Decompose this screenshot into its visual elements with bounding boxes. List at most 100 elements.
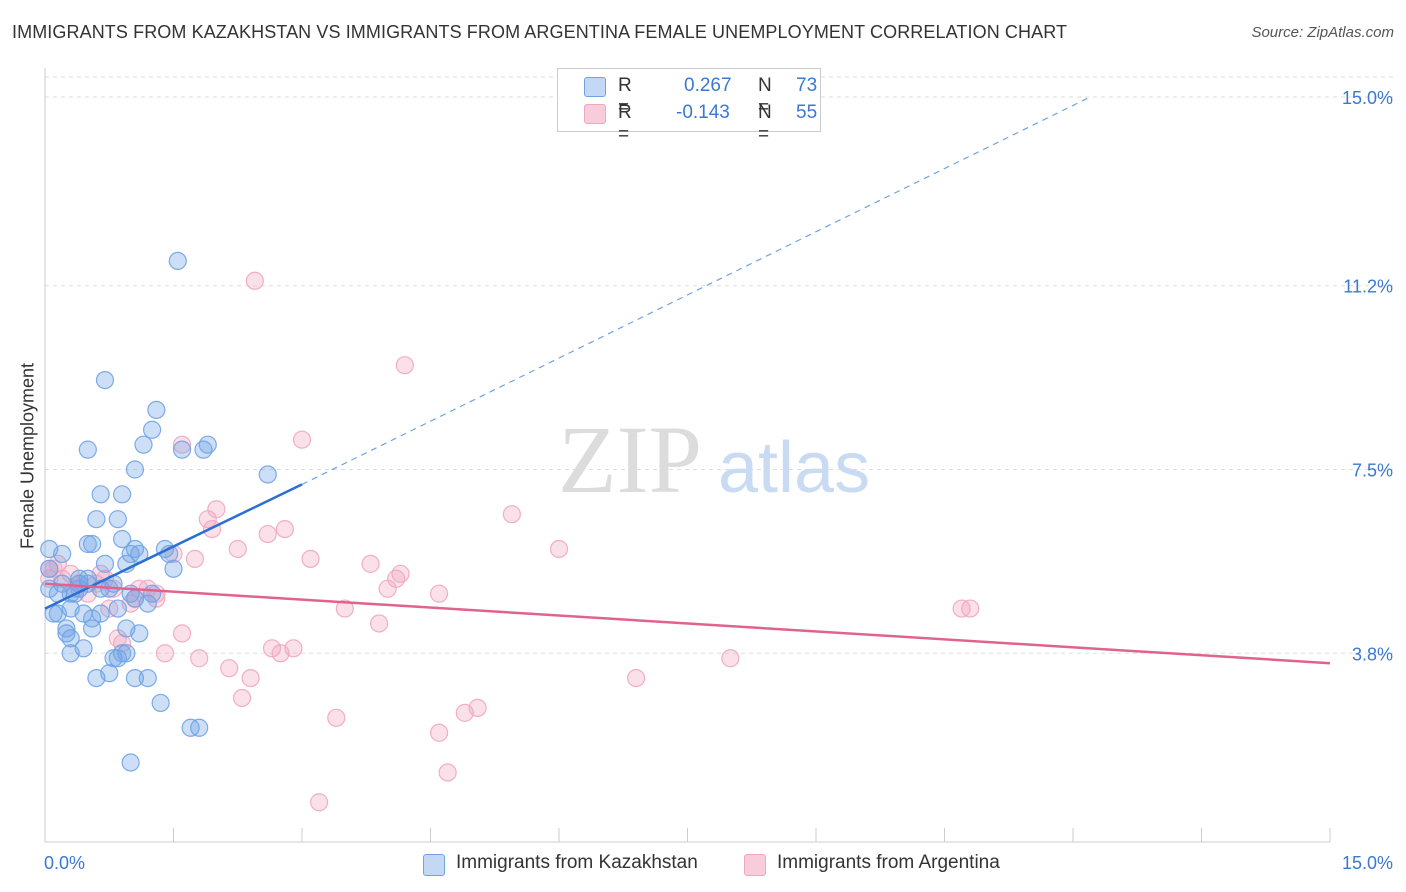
kazakhstan-point [142, 584, 162, 603]
y-tick-label: 11.2% [1343, 277, 1393, 297]
kazakhstan-trend-line [44, 483, 303, 610]
kazakhstan-point [164, 559, 183, 578]
argentina-point [391, 564, 410, 583]
argentina-point [335, 599, 354, 618]
argentina-point [48, 554, 67, 573]
kazakhstan-point [138, 668, 157, 688]
argentina-point [172, 624, 192, 643]
argentina-points [40, 271, 980, 812]
kazakhstan-point [112, 644, 132, 663]
argentina-point [262, 639, 282, 658]
kazakhstan-point [134, 435, 153, 454]
watermark-zip: ZIP [558, 406, 702, 513]
kazakhstan-point [83, 534, 102, 554]
argentina-point [327, 708, 346, 727]
argentina-point [502, 505, 521, 524]
argentina-point [228, 539, 247, 559]
x-tick-label-left: 0.0% [44, 853, 85, 873]
argentina-point [275, 519, 294, 539]
kazakhstan-point [172, 440, 192, 459]
kazakhstan-point [117, 644, 136, 663]
source-credit: Source: ZipAtlas.com [1251, 24, 1394, 41]
kazakhstan-point [83, 609, 102, 628]
bottom-legend-swatch-argentina [744, 854, 766, 876]
kazakhstan-point [74, 639, 93, 658]
bottom-legend-label-kazakhstan: Immigrants from Kazakhstan [456, 852, 698, 873]
x-tick-label-right: 15.0% [1342, 853, 1393, 873]
kazakhstan-point [168, 251, 187, 270]
legend-r-label: R = [618, 75, 632, 118]
kazakhstan-point [108, 599, 127, 618]
argentina-point [395, 356, 414, 375]
kazakhstan-point [151, 693, 170, 713]
argentina-point [429, 584, 449, 603]
bottom-legend-label-argentina: Immigrants from Argentina [777, 852, 1000, 873]
kazakhstan-point [91, 485, 110, 504]
kazakhstan-point [138, 594, 157, 613]
kazakhstan-point [40, 559, 59, 578]
argentina-point [721, 649, 740, 668]
kazakhstan-point [83, 619, 102, 638]
legend-swatch-kazakhstan [584, 77, 606, 97]
kazakhstan-point [125, 460, 145, 479]
argentina-point [549, 539, 569, 559]
watermark: ZIP atlas [558, 406, 870, 513]
legend-swatch-argentina [584, 104, 606, 124]
argentina-point [155, 644, 175, 663]
argentina-point [626, 668, 646, 688]
argentina-point [241, 668, 260, 688]
argentina-point [438, 763, 457, 782]
trend-lines [44, 96, 1331, 665]
argentina-point [292, 430, 312, 449]
kazakhstan-point [198, 435, 217, 454]
kazakhstan-point [112, 485, 132, 504]
argentina-point [258, 524, 277, 544]
kazakhstan-point [61, 629, 80, 648]
kazakhstan-point [121, 753, 140, 772]
argentina-point [245, 271, 264, 290]
legend-r-value-argentina: -0.143 [676, 102, 730, 123]
kazakhstan-point [258, 465, 277, 484]
kazakhstan-point [95, 371, 115, 390]
kazakhstan-point [130, 624, 149, 643]
y-axis-label: Female Unemployment [17, 362, 38, 550]
argentina-point [172, 435, 192, 454]
argentina-point [112, 634, 132, 653]
argentina-point [361, 554, 380, 573]
kazakhstan-point [142, 420, 162, 439]
kazakhstan-point [91, 604, 110, 623]
argentina-point [310, 793, 329, 812]
legend-r-value-kazakhstan: 0.267 [684, 75, 732, 96]
argentina-point [370, 614, 389, 633]
argentina-point [468, 698, 487, 718]
argentina-point [961, 599, 980, 618]
legend-n-label: N = [758, 102, 772, 145]
kazakhstan-point [125, 668, 145, 688]
kazakhstan-point [78, 534, 97, 554]
kazakhstan-point [108, 510, 127, 529]
legend-n-label: N = [758, 75, 772, 118]
argentina-point [190, 649, 209, 668]
y-tick-label: 3.8% [1352, 644, 1393, 664]
watermark-atlas: atlas [718, 428, 870, 508]
legend-n-value-kazakhstan: 73 [796, 75, 818, 96]
kazakhstan-point [112, 529, 132, 549]
kazakhstan-point [57, 619, 76, 638]
argentina-point [429, 723, 449, 742]
kazakhstan-point [190, 718, 209, 737]
correlation-legend: R = 0.267 N = 73 R = -0.143 N = 55 [557, 68, 821, 145]
kazakhstan-point [78, 440, 97, 459]
argentina-point [185, 549, 205, 569]
argentina-trend-line [44, 582, 1331, 665]
y-tick-label: 7.5% [1352, 461, 1393, 481]
argentina-point [220, 659, 239, 678]
kazakhstan-point [95, 554, 115, 573]
legend-r-label: R = [618, 102, 632, 145]
y-tick-label: 15.0% [1342, 88, 1393, 108]
legend-n-value-argentina: 55 [796, 102, 818, 123]
kazakhstan-point [53, 544, 72, 564]
bottom-legend-swatch-kazakhstan [423, 854, 445, 876]
kazakhstan-point [147, 400, 166, 419]
argentina-point [232, 688, 252, 708]
